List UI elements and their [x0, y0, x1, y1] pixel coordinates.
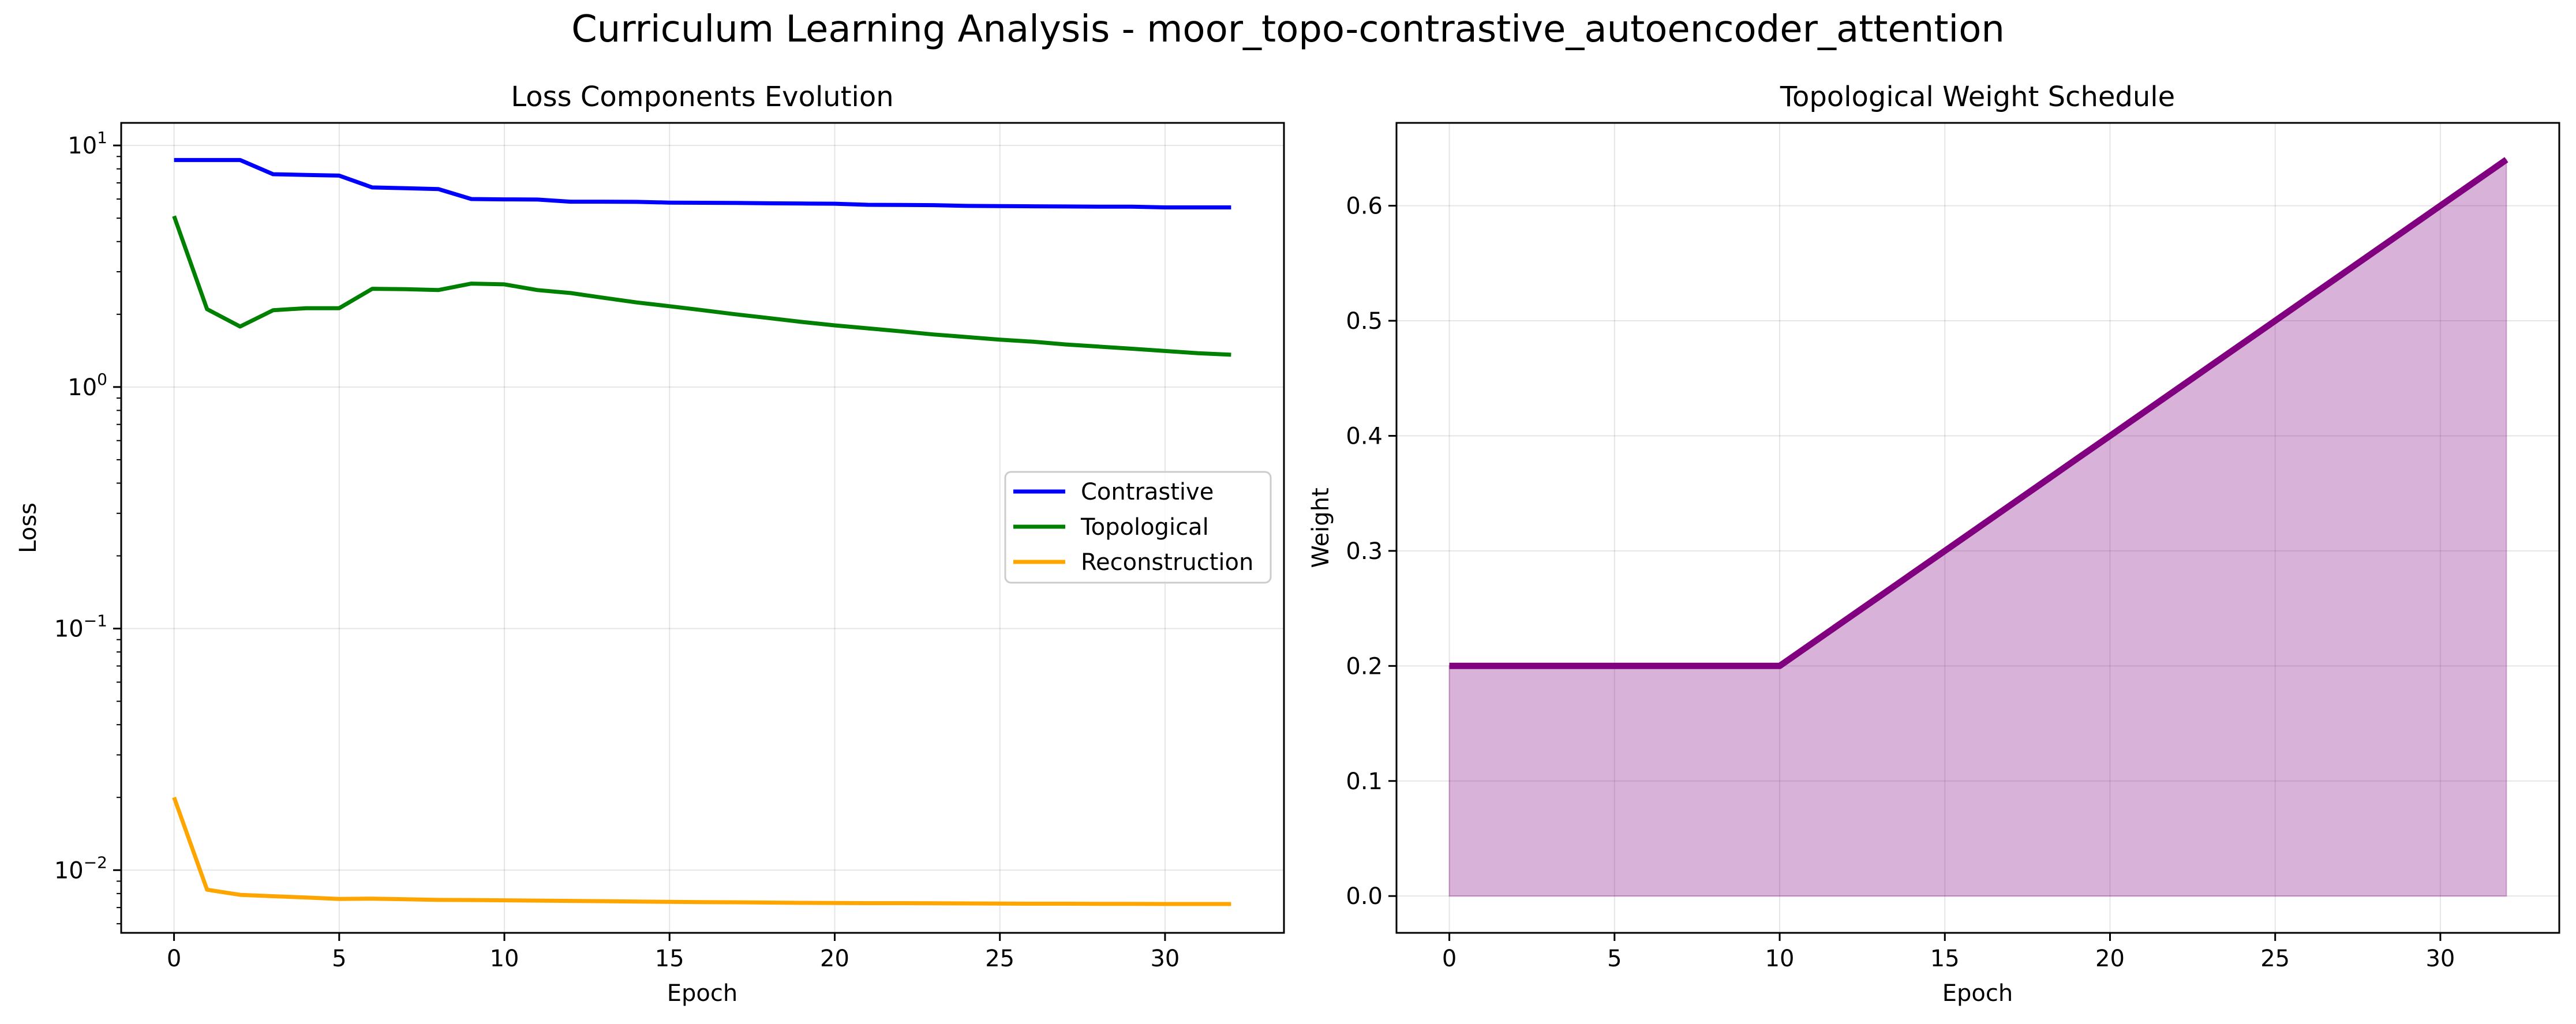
weight-panel-y-ticks: 0.0 0.1 0.2 0.3 0.4 0.5 0.6 [1346, 193, 1396, 910]
series-line-topological [172, 215, 1231, 357]
loss-y-tick-exponent: −2 [84, 853, 107, 872]
loss-y-tick-label: 10−2 [54, 853, 107, 884]
weight-y-tick-label: 0.6 [1346, 193, 1383, 220]
weight-y-tick-label: 0.1 [1346, 768, 1383, 795]
weight-x-tick-label: 20 [2095, 946, 2125, 972]
weight-panel-x-ticks: 0 5 10 15 20 25 30 [1442, 933, 2455, 972]
loss-y-tick-base: 10 [54, 857, 84, 884]
weight-x-tick-label: 30 [2425, 946, 2455, 972]
weight-x-tick-label: 15 [1930, 946, 1960, 972]
loss-panel-title: Loss Components Evolution [511, 81, 893, 113]
legend-label-topological: Topological [1080, 514, 1209, 541]
series-line-contrastive [174, 157, 1231, 209]
legend-label-contrastive: Contrastive [1081, 479, 1214, 505]
loss-y-tick-base: 10 [68, 133, 97, 159]
loss-y-tick-exponent: 1 [97, 128, 107, 147]
weight-panel-series [1448, 157, 2508, 897]
loss-panel-x-ticks: 0 5 10 15 20 25 30 [167, 933, 1180, 972]
figure-suptitle: Curriculum Learning Analysis - moor_topo… [571, 8, 2005, 51]
loss-y-tick-exponent: −1 [84, 612, 107, 631]
weight-y-tick-label: 0.0 [1346, 883, 1383, 910]
loss-x-tick-label: 10 [490, 946, 519, 972]
loss-components-panel: Loss Components Evolution 0 5 10 15 20 25 30 1… [15, 81, 1285, 1007]
weight-y-tick-label: 0.3 [1346, 538, 1383, 565]
weight-x-tick-label: 0 [1442, 946, 1457, 972]
weight-x-tick-label: 5 [1607, 946, 1622, 972]
loss-y-tick-label: 100 [68, 370, 107, 401]
loss-x-tick-label: 30 [1150, 946, 1180, 972]
loss-panel-series [172, 157, 1231, 906]
loss-y-tick-exponent: 0 [97, 370, 107, 389]
topological-weight-panel: Topological Weight Schedule 0 5 10 15 20 25 30… [1308, 81, 2560, 1007]
weight-y-tick-label: 0.2 [1346, 653, 1383, 680]
loss-y-tick-label: 10−1 [54, 612, 107, 643]
weight-y-tick-label: 0.4 [1346, 423, 1383, 449]
loss-panel-x-axis-label: Epoch [667, 980, 737, 1007]
weight-panel-y-axis-label: Weight [1308, 487, 1334, 568]
legend-box [1004, 471, 1272, 584]
loss-x-tick-label: 0 [167, 946, 181, 972]
loss-y-tick-base: 10 [54, 616, 84, 643]
loss-panel-y-axis-label: Loss [15, 502, 42, 553]
loss-panel-frame [120, 122, 1285, 934]
loss-x-tick-label: 20 [820, 946, 849, 972]
loss-x-tick-label: 15 [655, 946, 684, 972]
weight-panel-title: Topological Weight Schedule [1780, 81, 2175, 113]
loss-y-tick-label: 101 [68, 128, 107, 159]
loss-panel-legend: Contrastive Topological Reconstruction [1004, 471, 1272, 584]
weight-x-tick-label: 25 [2260, 946, 2290, 972]
legend-label-reconstruction: Reconstruction [1081, 549, 1253, 576]
weight-panel-frame [1395, 122, 2560, 934]
weight-panel-x-axis-label: Epoch [1942, 980, 2013, 1007]
weight-panel-grid [1396, 123, 2559, 933]
weight-schedule-line [1449, 157, 2508, 669]
loss-x-tick-label: 5 [332, 946, 346, 972]
weight-y-tick-label: 0.5 [1346, 308, 1383, 335]
weight-x-tick-label: 10 [1765, 946, 1795, 972]
loss-y-tick-base: 10 [68, 374, 97, 401]
loss-x-tick-label: 25 [985, 946, 1014, 972]
series-line-reconstruction [172, 797, 1231, 906]
